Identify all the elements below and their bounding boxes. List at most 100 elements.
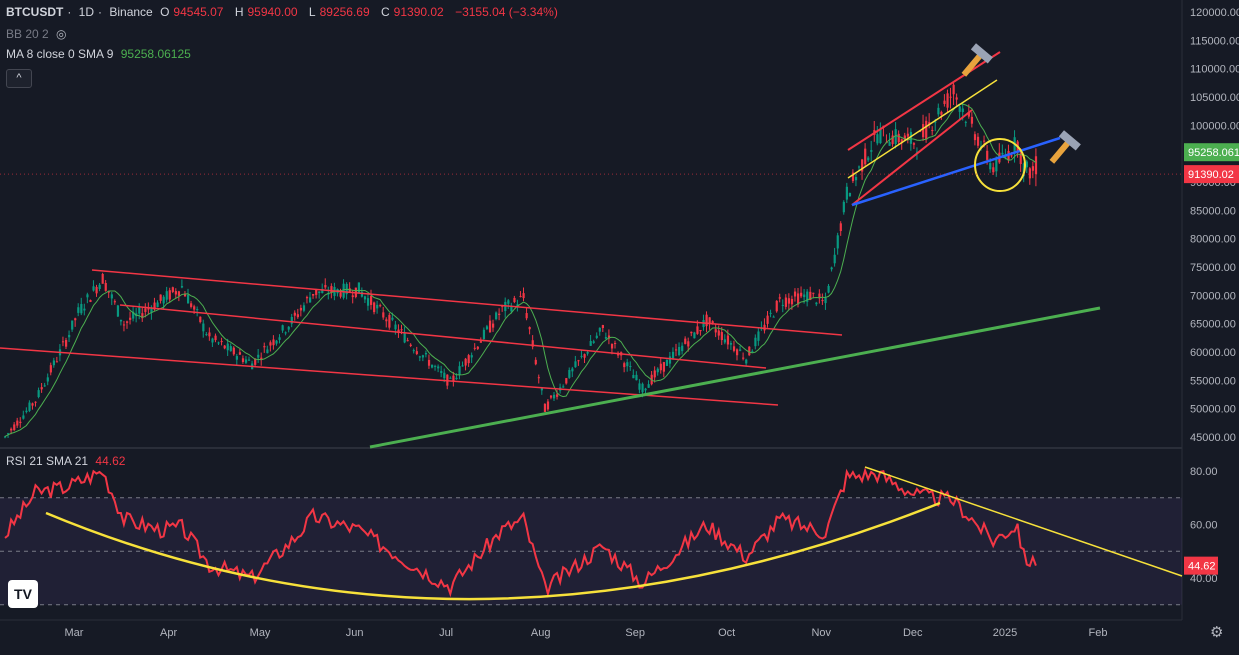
candle-body — [394, 324, 397, 330]
candle-body — [745, 359, 748, 364]
candle-body — [601, 325, 604, 329]
candle-body — [342, 283, 345, 298]
eye-off-icon[interactable]: ◎ — [56, 27, 67, 41]
candle-body — [235, 356, 238, 360]
ma-line — [4, 103, 1037, 437]
candle-body — [339, 292, 342, 297]
channel-top-line — [91, 269, 843, 336]
candle-body — [132, 311, 135, 319]
candle-body — [71, 320, 74, 330]
candle-body — [806, 291, 809, 302]
candle-body — [309, 297, 312, 303]
interval-label[interactable]: 1D — [78, 5, 95, 19]
candle-body — [708, 317, 711, 325]
candle-body — [162, 296, 165, 304]
candle-body — [781, 304, 784, 306]
candle-body — [321, 289, 324, 293]
candle-body — [589, 340, 592, 346]
candle-body — [534, 359, 537, 365]
candle-body — [891, 135, 894, 145]
candle-body — [217, 342, 220, 344]
candle-body — [516, 304, 519, 307]
candle-body — [183, 293, 187, 297]
candle-body — [848, 192, 852, 197]
candle-body — [973, 134, 977, 141]
rsi-tick-label: 40.00 — [1190, 573, 1218, 585]
candle-body — [656, 368, 659, 373]
candle-body — [43, 385, 46, 387]
candle-body — [925, 120, 928, 140]
candle-body — [641, 383, 644, 393]
price-tick-label: 45000.00 — [1190, 432, 1236, 444]
candle-body — [77, 307, 80, 313]
candle-body — [739, 349, 742, 351]
candle-body — [403, 332, 406, 343]
candle-body — [31, 403, 34, 406]
candle-body — [479, 341, 482, 343]
candle-body — [742, 357, 745, 359]
time-tick-label: May — [250, 627, 271, 639]
ma-value: 95258.06125 — [120, 47, 191, 61]
candle-body — [690, 331, 693, 334]
candle-body — [662, 362, 665, 372]
candle-body — [870, 150, 873, 152]
candle-body — [373, 302, 376, 313]
candle-body — [595, 335, 598, 338]
candle-body — [193, 306, 196, 310]
candle-body — [1034, 156, 1038, 175]
time-tick-label: Mar — [65, 627, 84, 639]
candle-body — [543, 403, 547, 412]
candle-body — [409, 344, 412, 347]
candle-body — [266, 349, 269, 354]
candle-body — [150, 308, 153, 313]
last-price-tag-bg — [1184, 165, 1239, 184]
candle-body — [787, 298, 791, 304]
candle-body — [244, 359, 248, 363]
candle-body — [638, 383, 641, 390]
candle-body — [549, 395, 553, 398]
legend-separator: · — [67, 5, 72, 19]
candle-body — [992, 167, 995, 173]
candle-body — [946, 93, 949, 108]
candle-body — [83, 308, 86, 311]
price-tick-label: 80000.00 — [1190, 234, 1236, 246]
candle-body — [52, 360, 55, 366]
bb-legend[interactable]: BB 20 2 ◎ — [6, 27, 71, 41]
price-tick-label: 100000.00 — [1190, 120, 1239, 132]
channel-bottom-line — [0, 347, 779, 406]
support-blue-line — [851, 136, 1061, 207]
symbol-name[interactable]: BTCUSDT — [6, 5, 64, 19]
candle-body — [736, 349, 739, 356]
rsi-legend[interactable]: RSI 21 SMA 21 44.62 — [6, 454, 129, 468]
ma-legend[interactable]: MA 8 close 0 SMA 9 95258.06125 — [6, 47, 195, 61]
candle-body — [824, 297, 827, 304]
candle-body — [28, 402, 31, 411]
tradingview-logo[interactable]: TV — [8, 580, 38, 608]
candle-body — [223, 345, 226, 349]
candle-body — [580, 355, 583, 357]
collapse-legend-button[interactable]: ^ — [6, 69, 32, 88]
candle-body — [888, 141, 891, 146]
candle-body — [415, 351, 418, 355]
candle-body — [803, 294, 806, 298]
candle-body — [537, 377, 540, 379]
candle-body — [458, 366, 461, 375]
ohlc-open: O 94545.07 — [160, 5, 224, 19]
settings-gear-icon[interactable]: ⚙ — [1210, 624, 1224, 641]
legend-separator: · — [98, 5, 103, 19]
candle-body — [424, 352, 428, 355]
candle-body — [351, 295, 354, 298]
candle-body — [720, 332, 723, 341]
ohlc-close: C 91390.02 — [381, 5, 444, 19]
rsi-tick-label: 60.00 — [1190, 520, 1218, 532]
rsi-arc-line — [45, 501, 941, 601]
candle-body — [632, 374, 635, 379]
candle-body — [290, 317, 293, 324]
candle-body — [574, 361, 577, 368]
candle-body — [366, 298, 370, 306]
price-tick-label: 60000.00 — [1190, 347, 1236, 359]
candle-body — [995, 157, 998, 172]
candle-body — [391, 317, 394, 320]
candle-body — [437, 366, 440, 369]
